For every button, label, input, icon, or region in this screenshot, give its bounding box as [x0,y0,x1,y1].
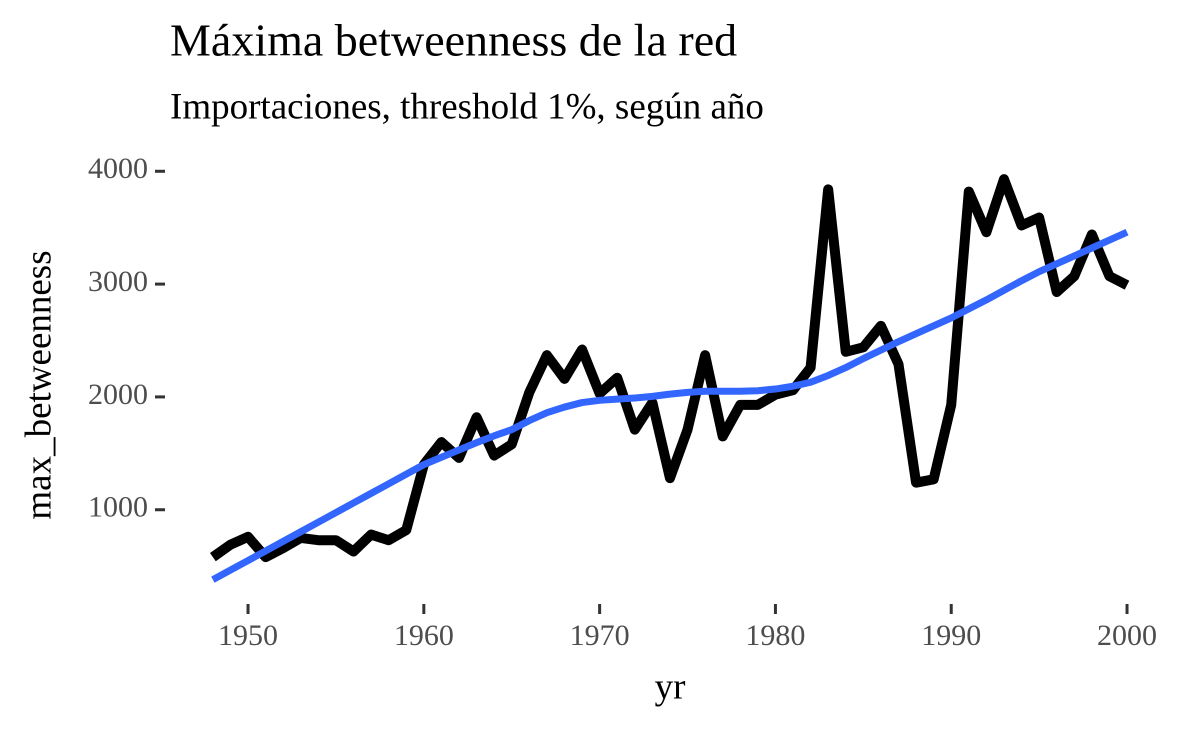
x-tick-label: 2000 [1097,619,1157,652]
y-axis-title: max_betweenness [18,250,59,519]
x-tick-label: 1980 [745,619,805,652]
y-tick-label: 1000 [88,491,148,524]
y-tick-label: 4000 [88,152,148,185]
x-tick-label: 1960 [394,619,454,652]
data-line [209,174,1130,563]
y-tick-label: 3000 [88,265,148,298]
data-line [211,229,1129,583]
chart-title: Máxima betweenness de la red [170,15,737,66]
x-tick-label: 1950 [218,619,278,652]
x-axis-title: yr [655,666,686,707]
y-tick-label: 2000 [88,378,148,411]
chart-subtitle: Importaciones, threshold 1%, según año [170,86,764,127]
x-tick-label: 1990 [921,619,981,652]
x-tick-label: 1970 [570,619,630,652]
